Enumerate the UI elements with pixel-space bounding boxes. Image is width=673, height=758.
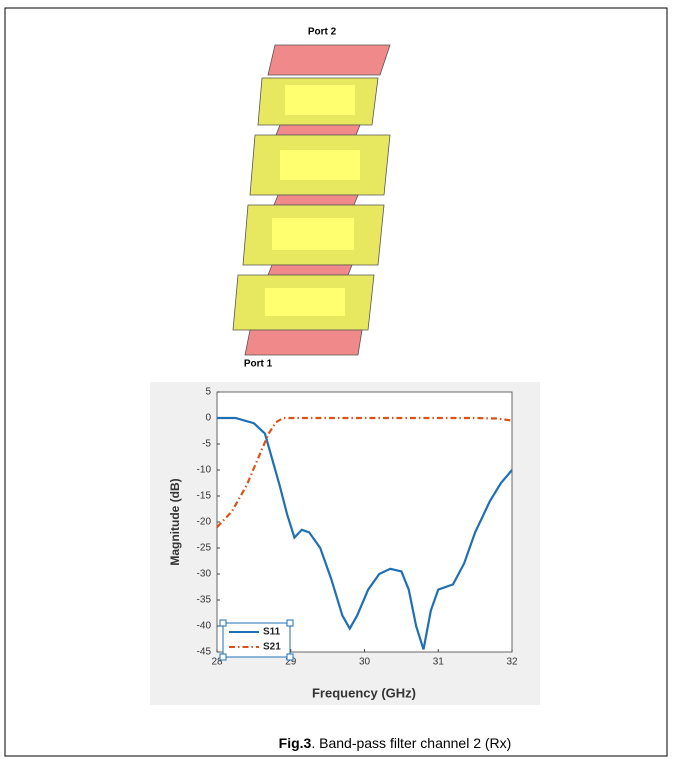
y-tick-label: -45 [197,647,212,658]
port-label: Port 1 [244,359,273,370]
y-tick-label: -10 [197,465,212,476]
legend-label: S21 [263,642,281,653]
y-tick-label: -30 [197,569,212,580]
y-tick-label: 0 [205,413,211,424]
page: Port 2 Port 1 Frequency (GHz) Magnitude … [0,0,673,758]
x-tick-label: 31 [433,657,445,668]
legend-handle [287,654,293,660]
y-axis-label: Magnitude (dB) [168,478,182,565]
y-tick-label: -20 [197,517,212,528]
x-tick-label: 30 [359,657,371,668]
filter-model [233,45,390,355]
port-label: Port 2 [308,27,337,38]
x-axis-label: Frequency (GHz) [312,685,416,700]
legend-handle [220,654,226,660]
y-tick-label: 5 [205,387,211,398]
figure: Port 2 Port 1 Frequency (GHz) Magnitude … [0,0,673,758]
y-tick-label: -40 [197,621,212,632]
legend-handle [220,620,226,626]
x-tick-label: 32 [506,657,518,668]
legend-label: S11 [263,627,281,638]
y-tick-label: -25 [197,543,212,554]
caption: Fig.3. Band-pass filter channel 2 (Rx) [279,735,512,751]
y-tick-label: -15 [197,491,212,502]
y-tick-label: -35 [197,595,212,606]
legend-handle [287,620,293,626]
y-tick-label: -5 [202,439,211,450]
caption-text: . Band-pass filter channel 2 (Rx) [311,735,511,751]
caption-label: Fig.3 [279,735,312,751]
